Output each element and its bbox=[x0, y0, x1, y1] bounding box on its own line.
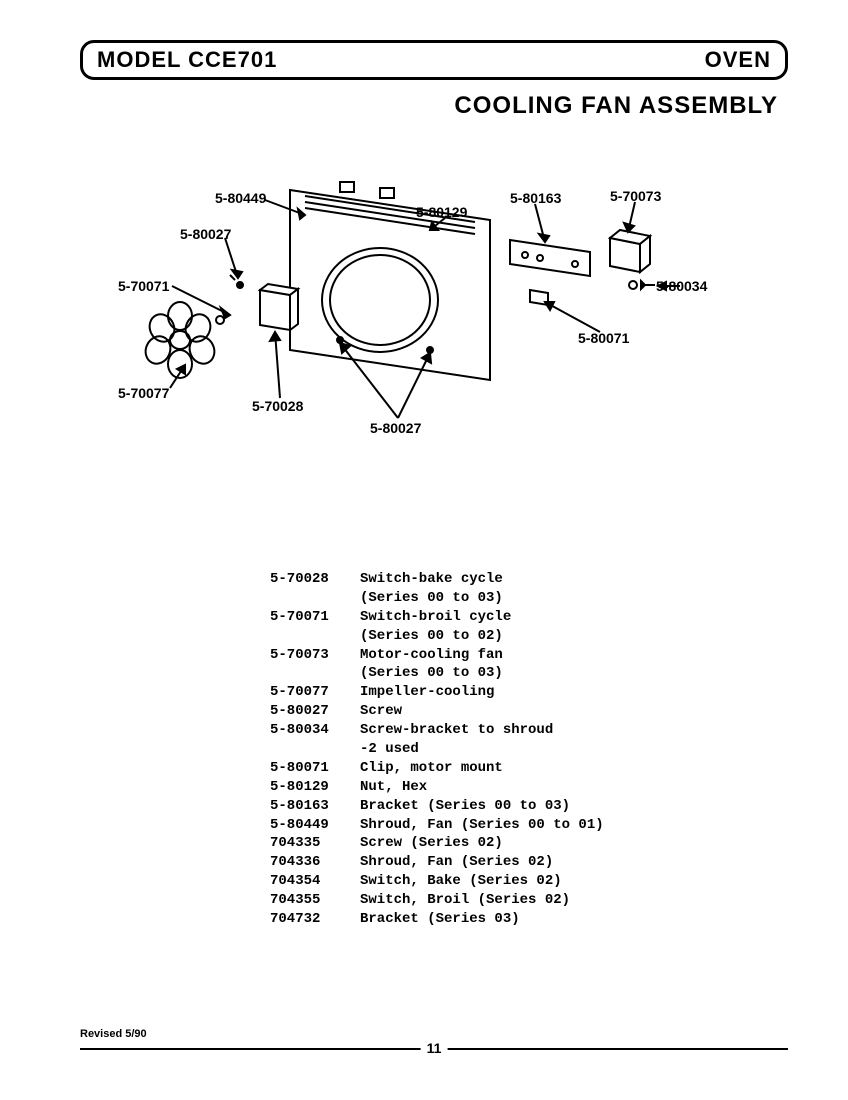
part-number: 5-70077 bbox=[270, 683, 360, 702]
callout-5-80034: 5-80034 bbox=[656, 278, 707, 294]
part-number: 704336 bbox=[270, 853, 360, 872]
part-sub: (Series 00 to 03) bbox=[360, 589, 788, 608]
callout-5-80449: 5-80449 bbox=[215, 190, 266, 206]
part-number: 5-80163 bbox=[270, 797, 360, 816]
page-title: COOLING FAN ASSEMBLY bbox=[80, 92, 778, 120]
part-row: 5-80163Bracket (Series 00 to 03) bbox=[270, 797, 788, 816]
part-description: Clip, motor mount bbox=[360, 759, 788, 778]
part-number: 5-80034 bbox=[270, 721, 360, 740]
part-description: Switch, Bake (Series 02) bbox=[360, 872, 788, 891]
model-label: MODEL CCE701 bbox=[97, 47, 277, 73]
part-row: 5-70073Motor-cooling fan bbox=[270, 646, 788, 665]
parts-list: 5-70028Switch-bake cycle(Series 00 to 03… bbox=[270, 570, 788, 929]
header-box: MODEL CCE701 OVEN bbox=[80, 40, 788, 80]
callout-5-70073: 5-70073 bbox=[610, 188, 661, 204]
revised-label: Revised 5/90 bbox=[80, 1028, 147, 1040]
part-number: 5-80071 bbox=[270, 759, 360, 778]
part-description: Bracket (Series 03) bbox=[360, 910, 788, 929]
part-description: Screw-bracket to shroud bbox=[360, 721, 788, 740]
part-sub: (Series 00 to 03) bbox=[360, 664, 788, 683]
footer: Revised 5/90 11 bbox=[80, 1024, 788, 1050]
callout-5-80163: 5-80163 bbox=[510, 190, 561, 206]
part-number: 5-80027 bbox=[270, 702, 360, 721]
part-row: 704336Shroud, Fan (Series 02) bbox=[270, 853, 788, 872]
callout-5-80071: 5-80071 bbox=[578, 330, 629, 346]
part-description: Nut, Hex bbox=[360, 778, 788, 797]
part-row: 5-80034Screw-bracket to shroud bbox=[270, 721, 788, 740]
part-sub: (Series 00 to 02) bbox=[360, 627, 788, 646]
callout-5-80027: 5-80027 bbox=[180, 226, 231, 242]
part-row: 704335Screw (Series 02) bbox=[270, 834, 788, 853]
callout-5-70028: 5-70028 bbox=[252, 398, 303, 414]
part-row: 5-70071Switch-broil cycle bbox=[270, 608, 788, 627]
part-row: 5-80129Nut, Hex bbox=[270, 778, 788, 797]
part-row: 5-70077Impeller-cooling bbox=[270, 683, 788, 702]
part-sub: -2 used bbox=[360, 740, 788, 759]
part-description: Switch-bake cycle bbox=[360, 570, 788, 589]
part-row: 5-80449Shroud, Fan (Series 00 to 01) bbox=[270, 816, 788, 835]
part-description: Shroud, Fan (Series 02) bbox=[360, 853, 788, 872]
part-number: 5-70071 bbox=[270, 608, 360, 627]
part-description: Switch, Broil (Series 02) bbox=[360, 891, 788, 910]
footer-rule: 11 bbox=[80, 1048, 788, 1050]
callout-5-70071: 5-70071 bbox=[118, 278, 169, 294]
part-row: 704355Switch, Broil (Series 02) bbox=[270, 891, 788, 910]
part-number: 5-80129 bbox=[270, 778, 360, 797]
part-number: 5-70028 bbox=[270, 570, 360, 589]
callout-5-70077: 5-70077 bbox=[118, 385, 169, 401]
exploded-diagram: 5-80449 5-80129 5-80163 5-70073 5-80027 5-700… bbox=[80, 160, 788, 490]
part-row: 5-80071Clip, motor mount bbox=[270, 759, 788, 778]
page-number: 11 bbox=[421, 1040, 448, 1056]
part-number: 704335 bbox=[270, 834, 360, 853]
part-number: 704355 bbox=[270, 891, 360, 910]
part-description: Screw bbox=[360, 702, 788, 721]
part-description: Impeller-cooling bbox=[360, 683, 788, 702]
part-number: 704354 bbox=[270, 872, 360, 891]
part-row: 704354Switch, Bake (Series 02) bbox=[270, 872, 788, 891]
part-row: 704732Bracket (Series 03) bbox=[270, 910, 788, 929]
part-number: 5-70073 bbox=[270, 646, 360, 665]
callout-5-80027b: 5-80027 bbox=[370, 420, 421, 436]
part-description: Shroud, Fan (Series 00 to 01) bbox=[360, 816, 788, 835]
part-description: Screw (Series 02) bbox=[360, 834, 788, 853]
page: MODEL CCE701 OVEN COOLING FAN ASSEMBLY bbox=[0, 0, 848, 1100]
part-number: 5-80449 bbox=[270, 816, 360, 835]
part-row: 5-80027Screw bbox=[270, 702, 788, 721]
part-description: Bracket (Series 00 to 03) bbox=[360, 797, 788, 816]
category-label: OVEN bbox=[705, 47, 771, 73]
part-row: 5-70028Switch-bake cycle bbox=[270, 570, 788, 589]
callout-5-80129: 5-80129 bbox=[416, 204, 467, 220]
part-description: Motor-cooling fan bbox=[360, 646, 788, 665]
part-number: 704732 bbox=[270, 910, 360, 929]
part-description: Switch-broil cycle bbox=[360, 608, 788, 627]
